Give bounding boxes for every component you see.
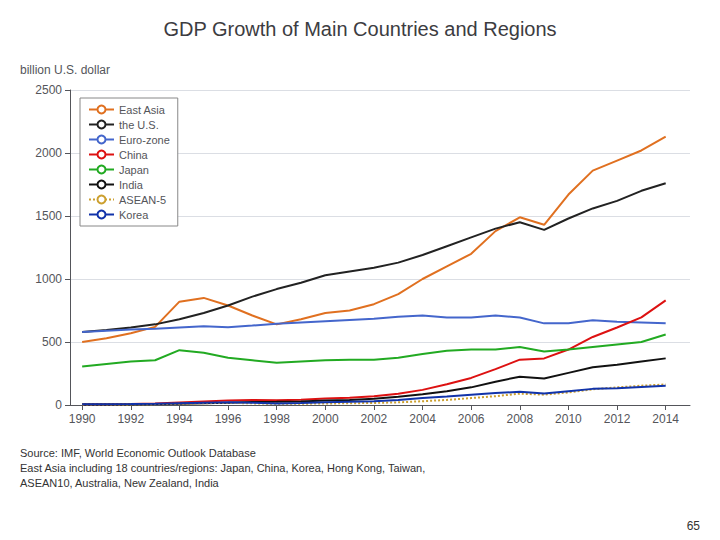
- svg-text:2008: 2008: [506, 412, 533, 426]
- svg-text:2010: 2010: [555, 412, 582, 426]
- svg-text:East Asia: East Asia: [119, 104, 166, 116]
- svg-text:Source: IMF, World Economic Ou: Source: IMF, World Economic Outlook Data…: [20, 447, 256, 459]
- svg-text:2014: 2014: [652, 412, 679, 426]
- svg-text:2012: 2012: [604, 412, 631, 426]
- svg-text:1996: 1996: [215, 412, 242, 426]
- svg-text:2002: 2002: [361, 412, 388, 426]
- svg-text:2000: 2000: [35, 146, 62, 160]
- svg-text:Korea: Korea: [119, 209, 149, 221]
- svg-text:1000: 1000: [35, 272, 62, 286]
- svg-text:1998: 1998: [263, 412, 290, 426]
- svg-text:ASEAN10, Australia, New Zealan: ASEAN10, Australia, New Zealand, India: [20, 477, 220, 489]
- svg-text:0: 0: [55, 398, 62, 412]
- svg-text:2500: 2500: [35, 83, 62, 97]
- svg-text:GDP Growth of Main Countries a: GDP Growth of Main Countries and Regions: [163, 18, 556, 40]
- svg-text:ASEAN-5: ASEAN-5: [119, 194, 166, 206]
- svg-text:Japan: Japan: [119, 164, 149, 176]
- svg-text:1992: 1992: [117, 412, 144, 426]
- svg-text:1500: 1500: [35, 209, 62, 223]
- svg-text:the U.S.: the U.S.: [119, 119, 159, 131]
- svg-text:Euro-zone: Euro-zone: [119, 134, 170, 146]
- svg-text:1994: 1994: [166, 412, 193, 426]
- svg-text:2000: 2000: [312, 412, 339, 426]
- svg-text:2004: 2004: [409, 412, 436, 426]
- svg-text:2006: 2006: [458, 412, 485, 426]
- svg-text:billion U.S. dollar: billion U.S. dollar: [20, 63, 110, 77]
- svg-text:500: 500: [42, 335, 62, 349]
- svg-text:China: China: [119, 149, 149, 161]
- svg-text:India: India: [119, 179, 144, 191]
- svg-text:65: 65: [687, 519, 701, 533]
- svg-text:East Asia including 18 countri: East Asia including 18 countries/regions…: [20, 462, 425, 474]
- svg-text:1990: 1990: [69, 412, 96, 426]
